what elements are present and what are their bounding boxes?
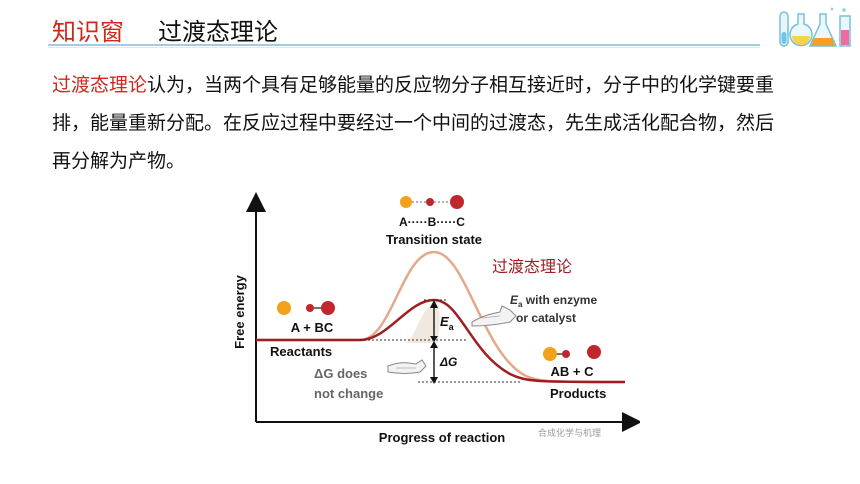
atom-a-icon [543, 347, 557, 361]
theory-label: 过渡态理论 [492, 258, 572, 276]
ea-hand-pointer-icon [471, 305, 517, 327]
atom-b-icon [306, 304, 314, 312]
dg-note-line1: ΔG does [314, 366, 367, 381]
ea-note-line2: or catalyst [516, 311, 576, 325]
catalyzed-curve [256, 298, 626, 384]
ea-shaded-region [405, 301, 440, 343]
ea-arrow-bottom [430, 336, 438, 342]
lab-flasks-icon [779, 7, 851, 47]
transition-state-molecule [400, 195, 464, 209]
section-tag: 知识窗 [52, 18, 124, 46]
page-title: 过渡态理论 [158, 18, 278, 46]
ts-molecule-label: A·····B·····C [399, 215, 465, 229]
theory-description: 认为，当两个具有足够能量的反应物分子相互接近时，分子中的化学键要重排，能量重新分… [52, 74, 775, 172]
reactants-label: Reactants [270, 344, 332, 359]
dg-label: ΔG [439, 355, 457, 369]
atom-c-icon [321, 301, 335, 315]
y-axis-label: Free energy [232, 274, 247, 348]
header-divider-shadow [48, 47, 760, 48]
dg-hand-pointer-icon [387, 359, 427, 374]
reactants-formula: A + BC [291, 320, 334, 335]
atom-c-icon [587, 345, 601, 359]
products-molecule [543, 345, 601, 361]
theory-paragraph: 过渡态理论认为，当两个具有足够能量的反应物分子相互接近时，分子中的化学键要重排，… [52, 66, 792, 180]
dg-note-line2: not change [314, 386, 383, 401]
watermark: 合成化学与机理 [538, 427, 601, 438]
reactants-molecule [277, 301, 335, 315]
atom-a-icon [400, 196, 412, 208]
ea-note: Ea with enzyme [510, 293, 597, 309]
atom-b-icon [426, 198, 434, 206]
transition-state-label: Transition state [386, 232, 482, 247]
theory-term: 过渡态理论 [52, 74, 148, 96]
products-formula: AB + C [551, 364, 595, 379]
ea-arrow-top [430, 300, 438, 308]
x-axis-label: Progress of reaction [379, 430, 505, 445]
dg-arrow-bottom [430, 377, 438, 384]
atom-b-icon [562, 350, 570, 358]
energy-diagram: Free energy Progress of reaction Ea ΔG A… [232, 192, 640, 445]
dg-arrow-top [430, 341, 438, 348]
ea-label: Ea [440, 314, 455, 332]
products-label: Products [550, 386, 606, 401]
atom-c-icon [450, 195, 464, 209]
atom-a-icon [277, 301, 291, 315]
header: 知识窗 过渡态理论 [0, 0, 860, 52]
header-divider [48, 44, 760, 46]
